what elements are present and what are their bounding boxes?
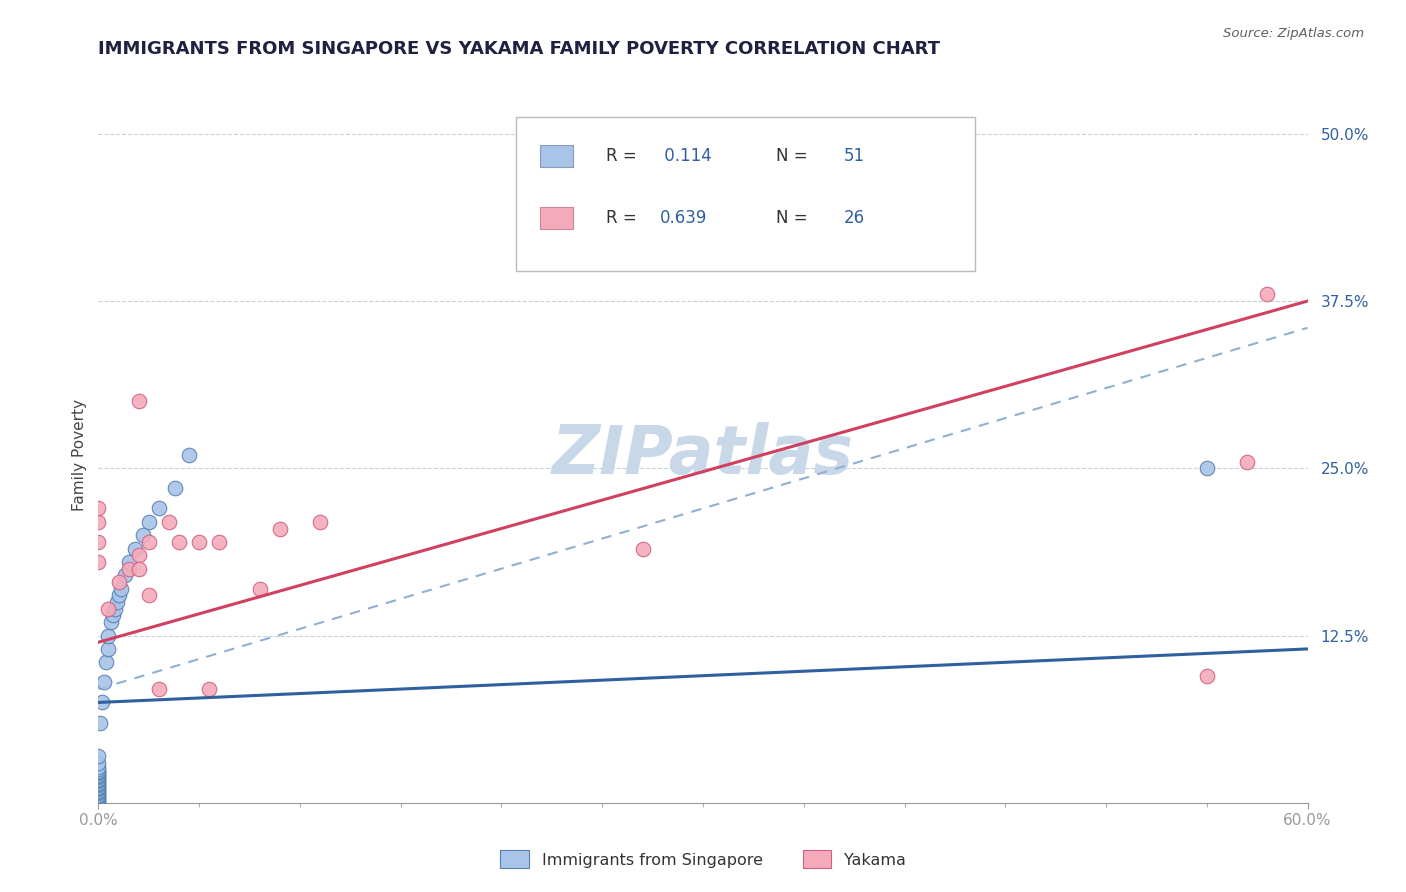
Text: N =: N = [776, 210, 813, 227]
Point [118, 562, 141, 576]
Point [87, 788, 110, 802]
Point [87, 793, 110, 807]
Point [198, 681, 221, 696]
FancyBboxPatch shape [540, 207, 572, 229]
Text: 51: 51 [844, 147, 865, 165]
Point [103, 602, 125, 616]
Point [188, 535, 211, 549]
Point [148, 501, 170, 516]
Point [87, 790, 110, 805]
Point [118, 555, 141, 569]
Point [110, 582, 132, 596]
Point [107, 589, 129, 603]
Point [87, 796, 110, 810]
Point [87, 769, 110, 783]
Point [97, 642, 120, 657]
Point [87, 778, 110, 793]
Point [1236, 455, 1258, 469]
Point [97, 602, 120, 616]
Point [93, 675, 115, 690]
Point [87, 780, 110, 794]
Point [128, 548, 150, 563]
Point [87, 555, 110, 569]
Point [269, 521, 291, 535]
Point [87, 767, 110, 781]
Point [87, 760, 110, 774]
Legend: Immigrants from Singapore, Yakama: Immigrants from Singapore, Yakama [494, 844, 912, 875]
FancyBboxPatch shape [516, 118, 976, 270]
Point [87, 764, 110, 778]
Point [309, 515, 332, 529]
Point [87, 756, 110, 770]
Point [87, 796, 110, 810]
Point [96, 655, 118, 669]
Text: 26: 26 [844, 210, 865, 227]
Point [87, 501, 110, 516]
Text: Source: ZipAtlas.com: Source: ZipAtlas.com [1223, 27, 1364, 40]
Point [87, 535, 110, 549]
Point [1256, 287, 1278, 301]
Point [132, 528, 155, 542]
Point [87, 785, 110, 799]
Point [177, 448, 200, 462]
Y-axis label: Family Poverty: Family Poverty [72, 399, 87, 511]
Text: IMMIGRANTS FROM SINGAPORE VS YAKAMA FAMILY POVERTY CORRELATION CHART: IMMIGRANTS FROM SINGAPORE VS YAKAMA FAMI… [98, 40, 941, 58]
Point [148, 681, 170, 696]
Point [87, 765, 110, 780]
Point [91, 696, 114, 710]
Point [87, 781, 110, 796]
Point [163, 482, 186, 496]
Point [87, 777, 110, 791]
Point [87, 782, 110, 797]
Point [249, 582, 271, 596]
Point [87, 787, 110, 801]
Point [87, 762, 110, 776]
Point [208, 535, 231, 549]
Text: 0.114: 0.114 [659, 147, 713, 165]
Point [128, 394, 150, 409]
FancyBboxPatch shape [540, 145, 572, 167]
Point [87, 772, 110, 788]
Point [87, 766, 110, 780]
Point [167, 535, 190, 549]
Point [138, 535, 160, 549]
Text: 0.639: 0.639 [659, 210, 707, 227]
Point [87, 796, 110, 810]
Point [87, 774, 110, 789]
Point [138, 515, 160, 529]
Text: ZIPatlas: ZIPatlas [553, 422, 853, 488]
Point [87, 770, 110, 785]
Point [105, 595, 128, 609]
Point [138, 589, 160, 603]
Text: N =: N = [776, 147, 813, 165]
Point [591, 253, 613, 268]
Point [114, 568, 136, 582]
Point [100, 615, 122, 630]
Point [107, 575, 129, 590]
Point [101, 608, 124, 623]
Point [157, 515, 180, 529]
Point [89, 715, 111, 730]
Point [1195, 669, 1218, 683]
Point [87, 789, 110, 803]
Point [124, 541, 146, 556]
Point [87, 775, 110, 790]
Point [97, 628, 120, 642]
Point [87, 792, 110, 806]
Point [87, 749, 110, 764]
Point [1195, 461, 1218, 475]
Point [87, 515, 110, 529]
Text: R =: R = [606, 147, 643, 165]
Point [87, 784, 110, 797]
Point [128, 562, 150, 576]
Text: R =: R = [606, 210, 643, 227]
Point [87, 772, 110, 786]
Point [631, 541, 654, 556]
